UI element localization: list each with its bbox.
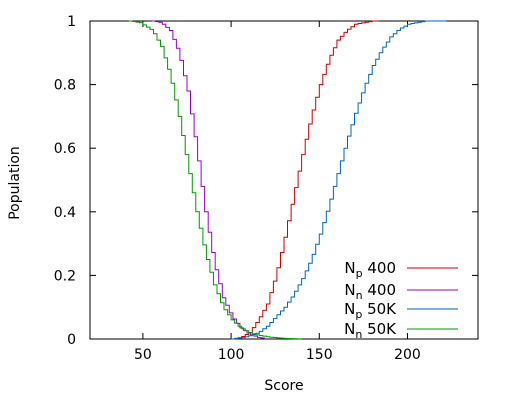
x-axis-label: Score <box>264 378 303 394</box>
y-tick-label: 0.8 <box>54 78 76 94</box>
plot-frame <box>89 20 479 340</box>
legend-label-3: Nn 50K <box>344 320 397 341</box>
y-axis: 0 0.2 0.4 0.6 0.8 1 <box>54 14 478 348</box>
x-tick-label: 100 <box>218 347 245 363</box>
y-tick-label: 0 <box>67 332 76 348</box>
y-axis-label: Population <box>7 146 23 220</box>
series-line-0 <box>231 20 380 340</box>
y-tick-label: 1 <box>67 14 76 30</box>
series-line-2 <box>231 20 447 340</box>
legend-label-2: Np 50K <box>344 300 397 321</box>
series-lines <box>128 20 447 340</box>
x-tick-label: 50 <box>134 347 152 363</box>
y-tick-label: 0.4 <box>54 205 76 221</box>
series-line-1 <box>151 20 267 340</box>
plot-border <box>89 20 479 340</box>
legend-label-1: Nn 400 <box>344 281 396 302</box>
y-tick-label: 0.6 <box>54 141 76 157</box>
legend-label-0: Np 400 <box>344 259 396 280</box>
x-tick-label: 200 <box>394 347 421 363</box>
series-line-3 <box>128 20 303 340</box>
y-tick-label: 0.2 <box>54 268 76 284</box>
x-tick-label: 150 <box>306 347 333 363</box>
